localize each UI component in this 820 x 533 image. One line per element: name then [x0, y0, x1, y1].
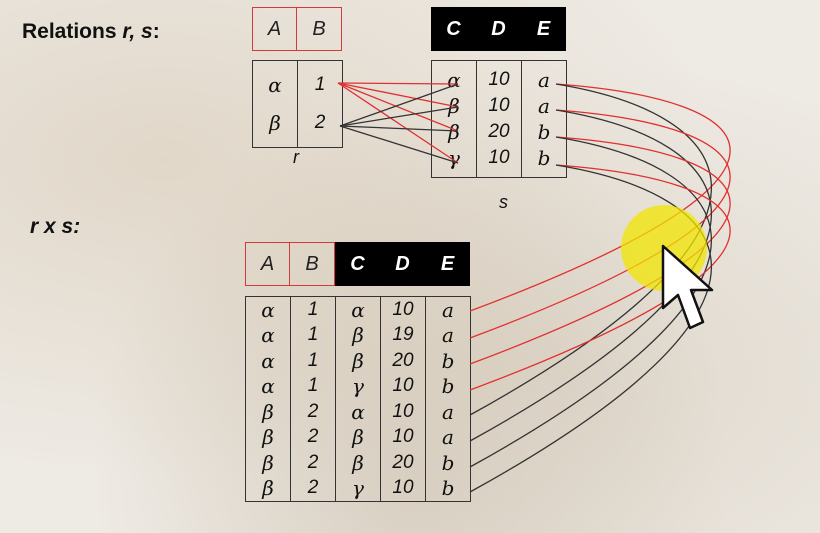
product-cell: 1: [307, 298, 319, 320]
relation-s-cell: 10: [488, 147, 510, 168]
product-cell: 1: [307, 375, 319, 397]
relation-s-header-c: C: [431, 7, 476, 51]
product-cell: a: [442, 323, 454, 348]
relation-r-header-a: A: [252, 7, 297, 51]
product-cell: 2: [307, 477, 319, 499]
relation-s-body: α β β γ 10 10 20 10 a a b b: [431, 60, 567, 178]
product-cell: 1: [307, 324, 319, 346]
relation-r-caption: r: [293, 147, 299, 167]
relation-r-cell: 1: [314, 74, 326, 95]
product-column: 1 1 1 1 2 2 2 2: [290, 297, 335, 501]
relation-r-cell: α: [268, 73, 282, 97]
relation-s-cell: b: [537, 120, 551, 144]
product-cell: a: [442, 297, 454, 322]
product-cell: b: [441, 348, 455, 373]
product-cell: α: [261, 297, 275, 322]
product-cell: β: [262, 450, 274, 475]
product-cell: β: [262, 425, 274, 450]
product-cell: 20: [392, 451, 414, 473]
relations-title: Relations r, s:: [22, 20, 160, 43]
product-cell: 19: [392, 324, 414, 346]
product-cell: α: [351, 297, 365, 322]
relation-r-cell: β: [269, 111, 281, 135]
product-header-c: C: [335, 242, 380, 286]
relation-s-header-e: E: [521, 7, 566, 51]
product-label: r x s:: [30, 215, 81, 238]
product-cell: 10: [392, 426, 414, 448]
product-cell: 2: [307, 451, 319, 473]
relation-r-cell: 2: [314, 112, 326, 133]
product-body: α α α α β β β β 1 1 1 1 2 2 2 2 α β β γ α β β γ 10 19 20 10 10 10 20 10…: [245, 296, 471, 502]
product-cell: β: [352, 425, 364, 450]
relation-s-caption: s: [499, 192, 508, 212]
relation-s-cell: a: [538, 94, 550, 118]
product-header-e: E: [425, 242, 470, 286]
product-header-a: A: [245, 242, 290, 286]
relation-s-cell: a: [538, 68, 550, 92]
product-cell: a: [442, 399, 454, 424]
product-link: [469, 164, 731, 391]
relation-s-cell: 10: [488, 69, 510, 90]
product-cell: β: [262, 476, 274, 501]
product-cell: α: [261, 348, 275, 373]
product-cell: b: [441, 450, 455, 475]
product-cell: β: [352, 323, 364, 348]
relation-s-cell: 20: [488, 121, 510, 142]
product-header-d: D: [380, 242, 425, 286]
product-cell: γ: [352, 476, 364, 501]
product-cell: 10: [392, 477, 414, 499]
product-link: [469, 164, 712, 493]
relation-s-cell: β: [448, 94, 460, 118]
relation-r-header-b: B: [297, 7, 342, 51]
product-cell: α: [261, 374, 275, 399]
relation-s-cell: b: [537, 146, 551, 170]
product-cell: 1: [307, 349, 319, 371]
relation-s-header-d: D: [476, 7, 521, 51]
product-cell: 10: [392, 375, 414, 397]
product-link: [469, 136, 712, 468]
product-cell: β: [352, 450, 364, 475]
product-cell: b: [441, 476, 455, 501]
relation-s-cell: α: [447, 68, 461, 92]
relation-s-cell: γ: [448, 146, 460, 170]
product-cell: α: [261, 323, 275, 348]
product-cell: α: [351, 399, 365, 424]
relation-s-column: 10 10 20 10: [476, 61, 521, 177]
product-cell: β: [352, 348, 364, 373]
product-column: 10 19 20 10 10 10 20 10: [380, 297, 425, 501]
product-cell: 20: [392, 349, 414, 371]
product-cell: a: [442, 425, 454, 450]
product-cell: 10: [392, 298, 414, 320]
product-cell: b: [441, 374, 455, 399]
relation-s-cell: β: [448, 120, 460, 144]
product-cell: β: [262, 399, 274, 424]
product-cell: 2: [307, 426, 319, 448]
product-cell: γ: [352, 374, 364, 399]
product-header-b: B: [290, 242, 335, 286]
relation-s-cell: 10: [488, 95, 510, 116]
product-cell: 10: [392, 400, 414, 422]
product-cell: 2: [307, 400, 319, 422]
